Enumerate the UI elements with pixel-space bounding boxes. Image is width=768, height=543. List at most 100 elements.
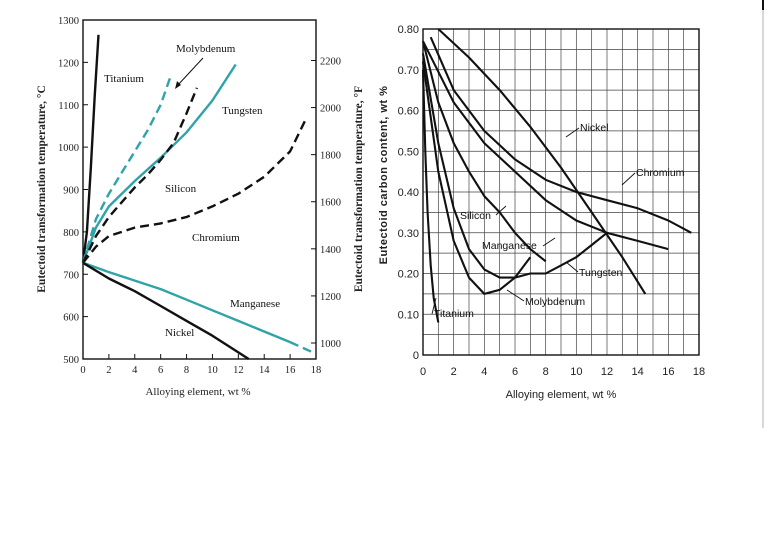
left-label-molybdenum: Molybdenum xyxy=(176,43,236,55)
right-plot-frame xyxy=(422,28,700,356)
left-series-manganese-dashed-tail xyxy=(289,341,314,354)
left-y2-tick-label: 1600 xyxy=(320,198,341,209)
right-x-tick-label: 8 xyxy=(543,366,549,378)
left-y2-tick-group: 1000 1200 1400 1600 1800 2000 2200 xyxy=(311,56,341,350)
right-label-tungsten: Tungsten xyxy=(579,267,623,279)
left-label-silicon: Silicon xyxy=(165,183,197,195)
right-chart-panel: 0 2 4 6 8 10 12 14 16 18 0 0.10 0.20 0.30 0.40 0.50 0.6… xyxy=(378,24,705,401)
right-y-tick-label: 0.80 xyxy=(398,24,419,36)
right-leader-manganese xyxy=(542,237,556,247)
right-label-nickel: Nickel xyxy=(580,122,609,134)
left-y2-tick-label: 2000 xyxy=(320,104,341,115)
left-series-chromium-line xyxy=(82,119,307,264)
right-x-axis-label: Alloying element, wt % xyxy=(506,389,617,401)
left-series-silicon-line xyxy=(81,87,199,264)
right-y-tick-label: 0.30 xyxy=(398,228,419,240)
right-label-silicon: Silicon xyxy=(460,210,491,222)
right-series-molybdenum-line xyxy=(421,61,532,295)
left-x-tick-label: 16 xyxy=(285,365,296,376)
right-series-group xyxy=(421,28,692,323)
left-x-tick-label: 10 xyxy=(207,365,218,376)
left-x-tick-label: 4 xyxy=(132,365,138,376)
left-series-molybdenum-line xyxy=(81,74,173,264)
right-x-tick-label: 18 xyxy=(693,366,705,378)
left-y-tick-label: 1300 xyxy=(58,16,79,27)
right-label-molybdenum: Molybdenum xyxy=(525,296,585,308)
right-y-tick-label: 0.10 xyxy=(398,309,419,321)
molybdenum-arrowhead xyxy=(175,81,181,89)
scrollbar-track[interactable] xyxy=(762,0,764,428)
left-y-tick-label: 600 xyxy=(63,313,79,324)
right-leader-silicon xyxy=(495,205,507,216)
right-x-tick-label: 14 xyxy=(632,366,644,378)
left-y2-tick-label: 1000 xyxy=(320,339,341,350)
left-chart-panel: 0 2 4 6 8 10 12 14 16 18 500 600 700 800 900 1000 1100 1… xyxy=(36,16,365,398)
left-x-tick-label: 6 xyxy=(158,365,163,376)
left-series-titanium-line xyxy=(81,34,100,263)
left-y2-tick-label: 1200 xyxy=(320,292,341,303)
left-label-manganese: Manganese xyxy=(230,298,280,310)
right-x-tick-group: 0 2 4 6 8 10 12 14 16 18 xyxy=(420,366,705,378)
right-x-tick-label: 12 xyxy=(601,366,613,378)
left-y2-tick-label: 1400 xyxy=(320,245,341,256)
scrollbar-thumb[interactable] xyxy=(762,0,764,10)
left-y2-tick-label: 1800 xyxy=(320,151,341,162)
left-series-manganese-line xyxy=(82,261,291,344)
left-label-titanium: Titanium xyxy=(104,73,144,85)
left-y-tick-label: 700 xyxy=(63,270,79,281)
right-series-tungsten-line xyxy=(422,40,669,251)
right-series-silicon-line xyxy=(421,40,547,263)
right-series-titanium-line xyxy=(421,69,440,323)
left-x-tick-label: 0 xyxy=(80,365,85,376)
right-y-axis-label: Eutectoid carbon content, wt % xyxy=(378,86,390,265)
left-x-tick-label: 2 xyxy=(106,365,111,376)
right-y-tick-label: 0.50 xyxy=(398,146,419,158)
right-y-tick-label: 0.60 xyxy=(398,106,419,118)
left-x-axis-label: Alloying element, wt % xyxy=(145,386,250,398)
left-y-tick-label: 1200 xyxy=(58,58,79,69)
right-leader-molybdenum xyxy=(506,289,525,302)
right-series-manganese-line xyxy=(421,53,608,279)
right-leader-nickel xyxy=(565,127,580,138)
left-y-tick-group: 500 600 700 800 900 1000 1100 1200 1300 xyxy=(58,16,88,366)
molybdenum-arrow xyxy=(176,57,204,87)
right-leader-tungsten xyxy=(565,261,579,273)
left-label-chromium: Chromium xyxy=(192,232,240,244)
left-label-nickel: Nickel xyxy=(165,327,194,339)
right-label-chromium: Chromium xyxy=(636,167,685,179)
left-x-tick-label: 8 xyxy=(184,365,189,376)
right-x-tick-label: 6 xyxy=(512,366,518,378)
left-y-tick-label: 1100 xyxy=(58,101,79,112)
left-label-tungsten: Tungsten xyxy=(222,105,263,117)
right-x-tick-label: 16 xyxy=(662,366,674,378)
right-label-manganese: Manganese xyxy=(482,240,537,252)
left-plot-frame xyxy=(82,19,317,360)
left-y-tick-label: 900 xyxy=(63,186,79,197)
left-series-tungsten-line xyxy=(81,63,237,264)
right-y-tick-label: 0 xyxy=(413,350,419,362)
right-x-tick-label: 2 xyxy=(451,366,457,378)
left-y-tick-label: 500 xyxy=(63,355,79,366)
right-label-titanium: Titanium xyxy=(434,308,474,320)
left-y2-tick-label: 2200 xyxy=(320,56,341,67)
left-y-axis-label: Eutectoid transformation temperature, °C xyxy=(36,85,48,293)
right-y-tick-label: 0.40 xyxy=(398,187,419,199)
right-x-tick-label: 10 xyxy=(570,366,582,378)
right-series-chromium-line xyxy=(429,36,692,234)
left-x-tick-label: 14 xyxy=(259,365,270,376)
right-leader-titanium xyxy=(431,297,437,315)
left-x-tick-label: 18 xyxy=(311,365,322,376)
right-x-tick-label: 0 xyxy=(420,366,426,378)
left-y2-axis-label: Eutectoid transformation temperature, °F xyxy=(353,86,365,292)
left-x-tick-group: 0 2 4 6 8 10 12 14 16 18 xyxy=(80,354,321,376)
left-series-group xyxy=(81,34,314,361)
right-series-nickel-line xyxy=(437,28,647,295)
right-y-tick-group: 0 0.10 0.20 0.30 0.40 0.50 0.60 0.70 0.80 xyxy=(398,24,419,362)
right-y-tick-label: 0.20 xyxy=(398,269,419,281)
left-x-tick-label: 12 xyxy=(233,365,244,376)
left-series-nickel-line xyxy=(82,261,250,361)
right-leader-chromium xyxy=(621,172,636,186)
left-y-tick-label: 800 xyxy=(63,228,79,239)
right-grid-group xyxy=(423,29,699,355)
